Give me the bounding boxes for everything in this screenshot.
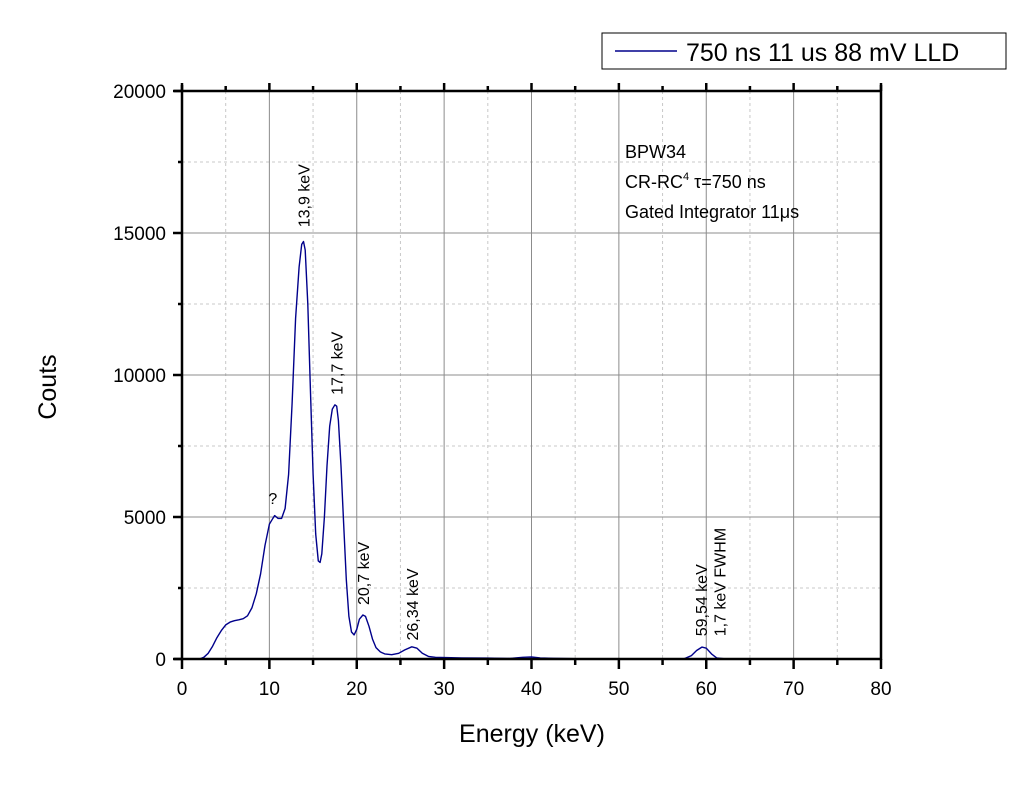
info-line-3: Gated Integrator 11μs (625, 202, 799, 222)
x-tick-label: 60 (696, 679, 717, 700)
legend: 750 ns 11 us 88 mV LLD (601, 32, 1007, 70)
peak-label: 1,7 keV FWHM (712, 528, 729, 636)
peak-label: 20,7 keV (356, 542, 373, 605)
x-axis-title: Energy (keV) (459, 720, 605, 748)
y-tick-label: 20000 (113, 82, 166, 103)
x-tick-label: 30 (434, 679, 455, 700)
axes (174, 85, 883, 661)
y-tick-label: 10000 (113, 366, 166, 387)
x-tick-label: 20 (346, 679, 367, 700)
x-tick-label: 10 (259, 679, 280, 700)
y-axis-title: Couts (34, 354, 62, 419)
legend-label: 750 ns 11 us 88 mV LLD (686, 39, 959, 67)
peak-label: 13,9 keV (297, 164, 314, 227)
y-tick-label: 15000 (113, 224, 166, 245)
info-line-2: CR-RC4 τ=750 ns (625, 171, 766, 192)
info-box: BPW34 CR-RC4 τ=750 ns Gated Integrator 1… (625, 142, 799, 222)
peak-annotations: 13,9 keV 17,7 keV 20,7 keV 26,34 keV 59,54 k… (268, 164, 729, 641)
unknown-peak-label: ? (268, 491, 277, 508)
peak-label: 17,7 keV (330, 331, 347, 394)
y-tick-label: 0 (155, 650, 166, 671)
x-tick-label: 70 (783, 679, 804, 700)
x-tick-label: 80 (870, 679, 891, 700)
info-line-2-prefix: CR-RC (625, 172, 683, 192)
info-line-2-superscript: 4 (683, 171, 689, 183)
grid (182, 91, 881, 659)
peak-label: 59,54 keV (694, 564, 711, 636)
x-tick-label: 40 (521, 679, 542, 700)
x-tick-label: 0 (177, 679, 188, 700)
ticks: 0 10 20 30 40 50 60 70 80 0 5000 10000 15000 20000 (113, 82, 891, 700)
y-tick-label: 5000 (124, 508, 166, 529)
x-tick-label: 50 (608, 679, 629, 700)
info-line-2-suffix: τ=750 ns (689, 172, 766, 192)
info-line-1: BPW34 (625, 142, 686, 162)
peak-label: 26,34 keV (405, 568, 422, 640)
